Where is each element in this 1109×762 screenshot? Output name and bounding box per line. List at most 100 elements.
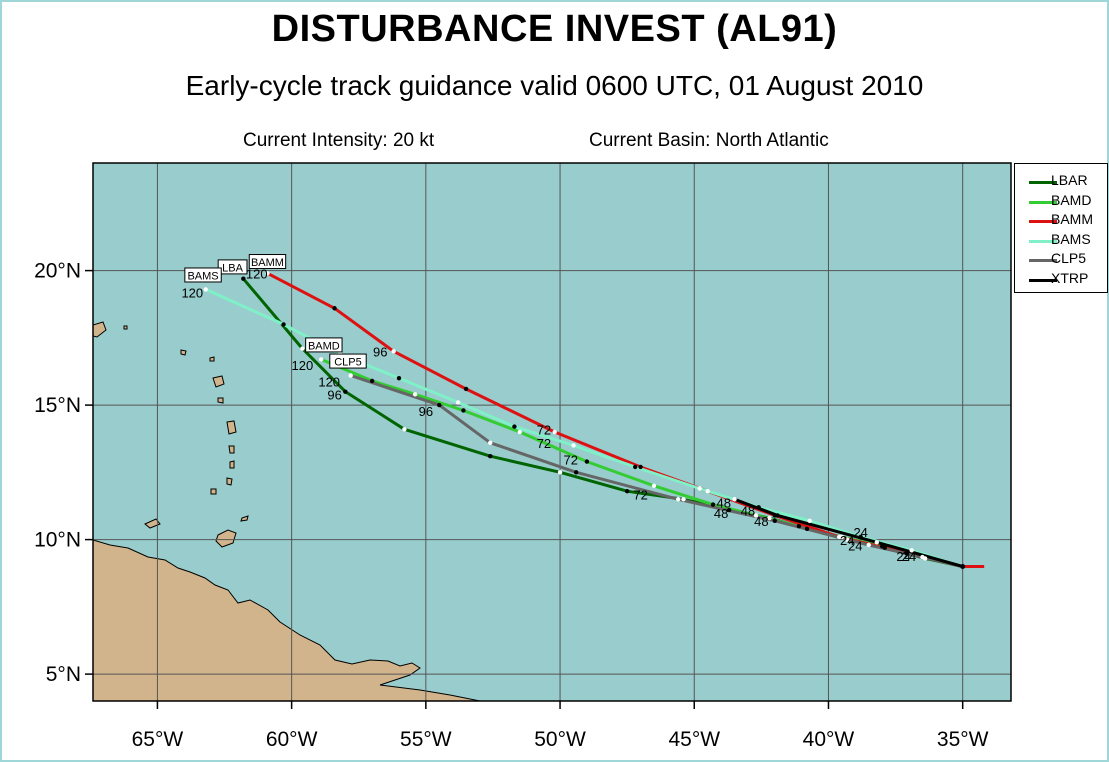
lesser-antilles-1 bbox=[209, 356, 215, 362]
track-point-bams bbox=[571, 443, 576, 448]
forecast-hour-label: 48 bbox=[717, 495, 731, 510]
track-point-bams bbox=[281, 322, 286, 327]
track-point-clp5 bbox=[348, 373, 353, 378]
forecast-hour-label: 72 bbox=[537, 423, 551, 438]
current-basin: Current Basin: North Atlantic bbox=[589, 130, 829, 151]
track-point-bamd bbox=[318, 357, 324, 362]
track-point-lbar bbox=[300, 346, 305, 351]
track-point-bams bbox=[807, 518, 812, 523]
track-point-bamd bbox=[920, 554, 925, 560]
lesser-antilles-7 bbox=[229, 460, 235, 469]
legend-swatch bbox=[1029, 259, 1057, 262]
track-point-bamd bbox=[879, 544, 885, 549]
track-point-bamm bbox=[552, 429, 557, 435]
puerto-rico-island bbox=[93, 321, 107, 338]
lon-tick-label: 55°W bbox=[400, 728, 452, 751]
legend-item-clp5: CLP5 bbox=[1015, 250, 1107, 270]
forecast-hour-label: 24 bbox=[853, 525, 867, 540]
forecast-hour-label: 48 bbox=[754, 514, 768, 529]
track-point-bamd bbox=[369, 378, 375, 384]
track-point-xtrp bbox=[775, 513, 780, 518]
track-point-bamd bbox=[412, 392, 418, 397]
barbados-island bbox=[210, 488, 217, 495]
current-intensity: Current Intensity: 20 kt bbox=[243, 130, 435, 151]
venezuela-coast-island bbox=[144, 518, 161, 529]
track-point-bamd bbox=[651, 483, 657, 488]
legend-swatch bbox=[1029, 220, 1057, 223]
track-point-bamm bbox=[265, 271, 270, 276]
track-point-xtrp bbox=[874, 540, 879, 545]
track-point-lbar bbox=[681, 497, 686, 502]
track-name-label: BAMS bbox=[187, 270, 218, 282]
track-point-lbar bbox=[767, 515, 772, 521]
track-point-bamd bbox=[461, 408, 466, 413]
track-point-bamd bbox=[753, 513, 759, 518]
forecast-hour-label: 48 bbox=[741, 503, 755, 518]
track-name-label: LBA bbox=[222, 262, 243, 274]
track-point-xtrp bbox=[732, 497, 737, 502]
track-point-bams bbox=[455, 400, 461, 405]
forecast-hour-label: 24 bbox=[840, 533, 854, 548]
lon-tick-label: 45°W bbox=[668, 728, 720, 751]
lesser-antilles-5 bbox=[226, 420, 237, 435]
track-point-bamm bbox=[463, 386, 469, 392]
lesser-antilles-4 bbox=[217, 397, 224, 404]
lon-tick-label: 50°W bbox=[534, 728, 586, 751]
track-point-bamd bbox=[710, 502, 716, 507]
lesser-antilles-3 bbox=[212, 375, 225, 388]
track-name-label: CLP5 bbox=[334, 357, 362, 369]
forecast-hour-label: 96 bbox=[373, 345, 387, 360]
map-border bbox=[92, 162, 1012, 702]
legend-label: BAMD bbox=[1051, 191, 1092, 208]
track-name-box bbox=[305, 337, 343, 353]
forecast-hour-label: 120 bbox=[246, 267, 268, 282]
track-point-clp5 bbox=[488, 440, 493, 445]
forecast-hour-label: 96 bbox=[327, 388, 341, 403]
track-point-lbar bbox=[343, 389, 348, 394]
track-name-box bbox=[217, 259, 248, 275]
axis-ticks: 65°W 60°W 55°W 50°W 45°W 40°W 35°W 20°N 15°N 10°N… bbox=[34, 260, 989, 751]
legend-item-bams: BAMS bbox=[1015, 231, 1107, 251]
legend-item-bamd: BAMD bbox=[1015, 192, 1107, 212]
track-name-box bbox=[329, 353, 367, 369]
legend-label: XTRP bbox=[1051, 269, 1089, 286]
legend-label: LBAR bbox=[1051, 172, 1088, 188]
legend-swatch bbox=[1029, 200, 1057, 204]
track-name-label: BAMD bbox=[308, 340, 340, 352]
track-point-clp5 bbox=[573, 470, 579, 475]
legend-swatch bbox=[1029, 239, 1057, 243]
track-point-lbar bbox=[488, 454, 493, 459]
track-line-xtrp bbox=[733, 497, 964, 568]
track-point-bamm bbox=[332, 306, 337, 311]
forecast-hour-label: 72 bbox=[564, 452, 578, 467]
model-tracks: 2448729624487212024729612024120244872961… bbox=[181, 254, 985, 569]
legend-label: CLP5 bbox=[1051, 250, 1087, 266]
track-point-bams bbox=[909, 548, 914, 553]
track-point-bamd bbox=[517, 429, 522, 435]
track-point-bamm bbox=[391, 349, 396, 354]
map-title: DISTURBANCE INVEST (AL91) bbox=[271, 8, 838, 50]
legend-item-xtrp: XTRP bbox=[1015, 270, 1107, 290]
forecast-hour-label: 120 bbox=[318, 374, 340, 389]
track-point-lbar bbox=[402, 427, 407, 432]
legend-swatch bbox=[1029, 278, 1057, 282]
track-point-lbar bbox=[557, 470, 563, 475]
land-masses bbox=[93, 321, 481, 701]
forecast-hour-label: 120 bbox=[292, 358, 314, 373]
track-point-bams bbox=[633, 464, 638, 470]
trinidad-island bbox=[215, 529, 237, 548]
track-point-bams bbox=[203, 287, 208, 292]
track-point-clp5 bbox=[675, 497, 681, 502]
legend-swatch bbox=[1029, 181, 1057, 184]
lon-tick-label: 60°W bbox=[266, 728, 318, 751]
lesser-antilles-6 bbox=[228, 445, 235, 454]
track-point-lbar bbox=[726, 507, 732, 513]
lesser-antilles-2 bbox=[180, 349, 187, 356]
forecast-hour-label: 72 bbox=[537, 436, 551, 451]
track-point-lbar bbox=[624, 488, 630, 494]
south-america-landmass bbox=[93, 539, 481, 701]
forecast-hour-label: 24 bbox=[902, 549, 916, 564]
track-line-clp5 bbox=[350, 374, 964, 568]
